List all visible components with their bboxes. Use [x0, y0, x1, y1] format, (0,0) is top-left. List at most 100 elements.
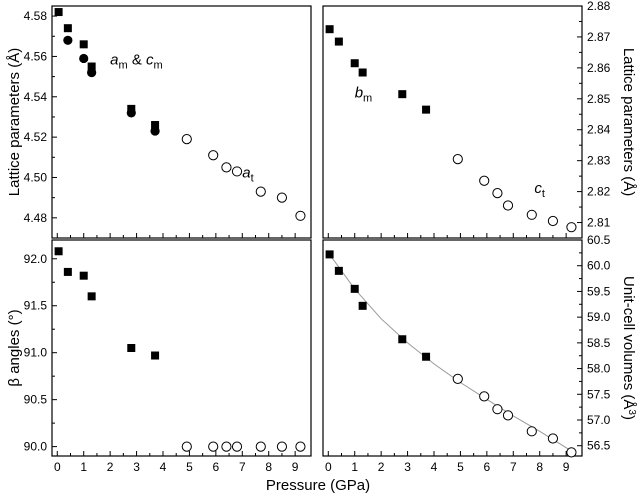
y-tick-label: 57.0: [587, 413, 611, 427]
fit-line: [329, 254, 572, 452]
x-tick-label: 4: [431, 460, 438, 474]
data-point-filled-circle: [87, 67, 97, 78]
data-point-square: [79, 271, 88, 280]
y-tick-label: 92.0: [24, 252, 48, 266]
panel-annotation: bm​: [355, 84, 373, 104]
x-tick-label: 4: [160, 460, 167, 474]
x-axis-title: Pressure (GPa): [266, 477, 370, 494]
data-point-filled-circle: [126, 108, 136, 118]
y-tick-label: 56.5: [587, 439, 611, 453]
data-point-square: [54, 8, 63, 17]
data-point-open-circle: [208, 441, 219, 452]
data-point-open-circle: [502, 200, 514, 211]
y-tick-label: 4.52: [24, 130, 48, 144]
data-point-square: [151, 121, 160, 130]
data-point-open-circle: [526, 209, 537, 220]
data-point-square: [63, 24, 72, 33]
data-point-square: [350, 284, 359, 293]
data-point-open-circle: [231, 441, 243, 452]
data-point-square: [325, 25, 334, 34]
y-tick-label: 90.5: [24, 393, 48, 407]
data-point-open-circle: [181, 134, 192, 145]
panel-top-right: 2.81 2.82 2.83 2.84 2.85 2.86 2.87 2.88 Lattice …: [322, 0, 637, 239]
data-point-filled-circle: [79, 53, 89, 64]
y-tick-label: 2.86: [587, 61, 611, 75]
y-tick-label: 2.82: [587, 185, 611, 199]
data-point-open-circle: [221, 162, 232, 173]
y-tick-label: 60.5: [587, 233, 611, 247]
data-point-open-circle: [479, 391, 490, 402]
data-point-square: [422, 105, 431, 114]
y-tick-label: 4.48: [24, 211, 48, 225]
data-point-open-circle: [452, 154, 463, 165]
data-point-open-circle: [479, 175, 490, 186]
y-tick-label: 2.88: [587, 0, 611, 13]
data-point-open-circle: [566, 447, 577, 458]
data-point-square: [350, 59, 359, 68]
x-tick-label: 2: [378, 460, 385, 474]
data-point-open-circle: [231, 166, 243, 177]
data-point-open-circle: [295, 441, 306, 452]
x-tick-label: 5: [186, 460, 193, 474]
y-tick-label: 60.0: [587, 259, 611, 273]
data-point-open-circle: [452, 373, 463, 384]
data-point-open-circle: [566, 222, 577, 233]
x-tick-label: 8: [265, 460, 272, 474]
panel-annotation: ct​: [534, 180, 545, 200]
x-tick-label: 1: [80, 460, 87, 474]
data-point-square: [63, 267, 72, 276]
plot-frame: [51, 239, 312, 457]
data-point-open-circle: [255, 186, 266, 197]
data-point-open-circle: [208, 150, 219, 161]
panel-bottom-left: 0 1 2 3 4 5 6 7 8 9 90.0 90.5 91.0 91.5 92.0 β angles (…: [6, 239, 312, 474]
plot-frame: [51, 5, 312, 239]
y-tick-label: 2.83: [587, 154, 611, 168]
y-axis-title: β angles (°): [6, 309, 23, 386]
x-tick-label: 5: [457, 460, 464, 474]
x-tick-label: 6: [484, 460, 491, 474]
y-tick-label: 59.5: [587, 284, 611, 298]
plot-frame: [322, 5, 583, 239]
panel-top-left: 4.48 4.50 4.52 4.54 4.56 4.58 Lattice paramete…: [6, 5, 312, 239]
y-tick-label: 2.84: [587, 123, 611, 137]
data-point-open-circle: [547, 215, 559, 227]
data-point-square: [398, 90, 407, 99]
data-point-open-circle: [255, 441, 266, 452]
data-point-open-circle: [295, 210, 306, 221]
y-tick-label: 4.54: [24, 90, 48, 104]
y-tick-label: 4.50: [24, 170, 48, 184]
y-tick-label: 57.5: [587, 387, 611, 401]
data-point-open-circle: [502, 410, 514, 421]
x-tick-label: 0: [54, 460, 61, 474]
data-point-open-circle: [181, 441, 192, 452]
y-tick-label: 2.87: [587, 30, 611, 44]
y-tick-label: 4.56: [24, 49, 48, 63]
data-point-square: [87, 62, 96, 71]
data-point-filled-circle: [150, 126, 160, 136]
data-point-square: [334, 266, 343, 275]
data-point-open-circle: [276, 192, 288, 203]
data-point-open-circle: [221, 441, 232, 452]
data-point-square: [87, 292, 96, 301]
y-axis-title: Lattice parameters (Å): [620, 48, 637, 196]
x-tick-label: 8: [536, 460, 543, 474]
data-point-square: [422, 352, 431, 361]
x-tick-label: 3: [133, 460, 140, 474]
y-tick-label: 90.0: [24, 440, 48, 454]
data-point-open-circle: [276, 441, 288, 452]
data-point-open-circle: [492, 188, 503, 199]
x-tick-label: 9: [292, 460, 299, 474]
y-tick-label: 4.58: [24, 9, 48, 23]
y-tick-label: 58.0: [587, 362, 611, 376]
y-tick-label: 2.85: [587, 92, 611, 106]
data-point-open-circle: [547, 433, 559, 444]
x-tick-label: 1: [351, 460, 358, 474]
y-tick-label: 59.0: [587, 310, 611, 324]
data-point-square: [151, 351, 160, 360]
data-point-square: [334, 37, 343, 46]
panel-bottom-right: 0 1 2 3 4 5 6 7 8 9 56.5 57.0 57.5 58.0 58.5 59.0 59.5 60…: [322, 233, 638, 474]
x-tick-label: 3: [404, 460, 411, 474]
x-tick-label: 0: [325, 460, 332, 474]
y-tick-label: 58.5: [587, 336, 611, 350]
